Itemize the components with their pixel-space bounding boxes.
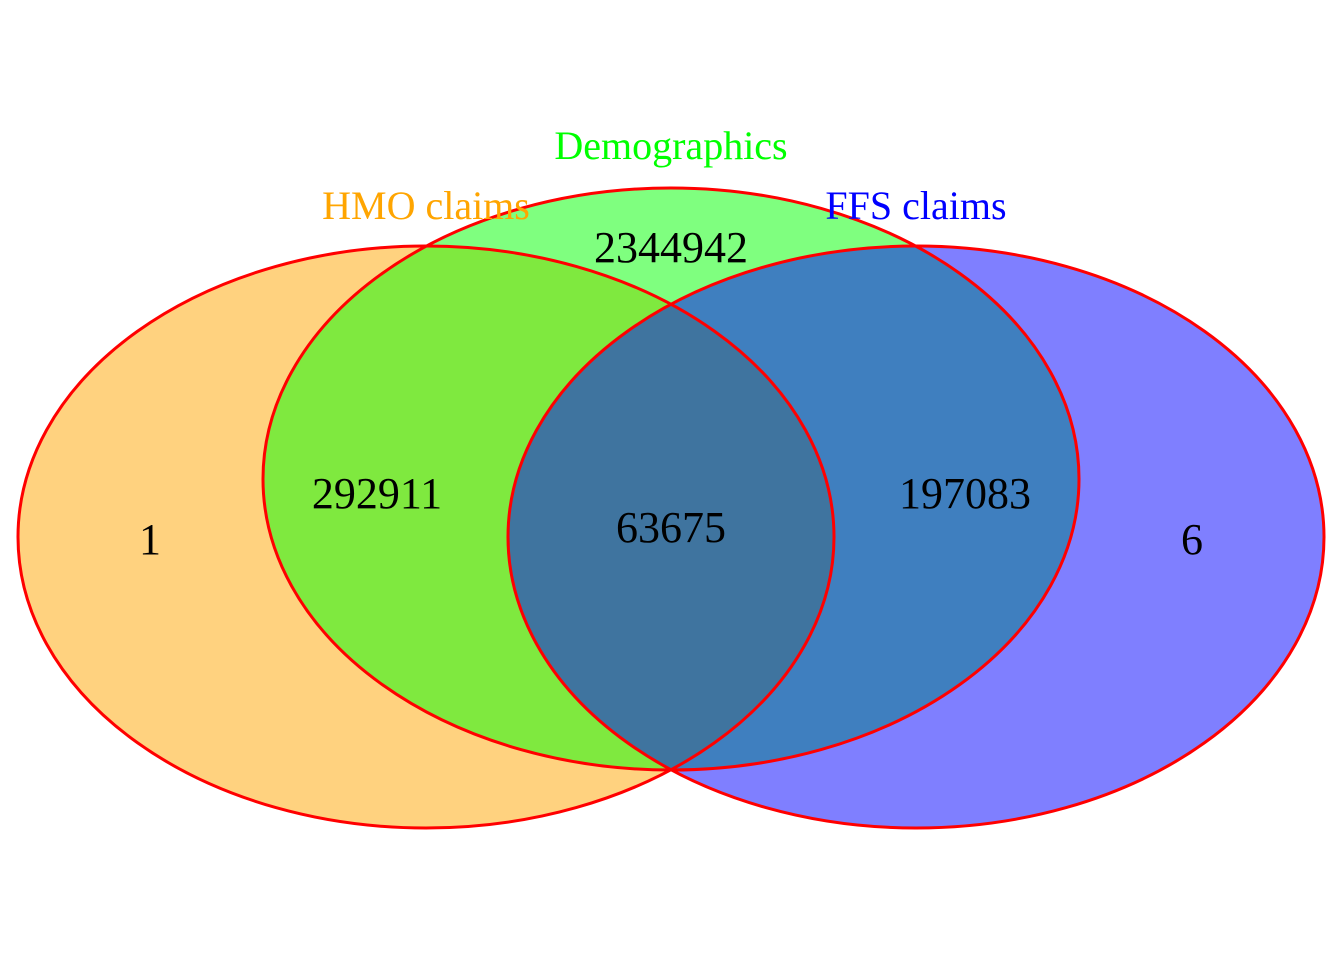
count-demographics-only: 2344942	[594, 223, 748, 272]
demographics-label: Demographics	[554, 123, 787, 168]
count-demographics-ffs: 197083	[899, 469, 1031, 518]
count-all-three: 63675	[616, 503, 726, 552]
count-hmo-only: 1	[139, 515, 161, 564]
ffs-claims-outline	[506, 244, 1326, 830]
hmo-claims-label: HMO claims	[322, 183, 530, 228]
count-ffs-only: 6	[1181, 515, 1203, 564]
count-hmo-demographics: 292911	[312, 469, 442, 518]
ffs-claims-label: FFS claims	[825, 183, 1006, 228]
ffs-claims-set	[508, 246, 1324, 828]
